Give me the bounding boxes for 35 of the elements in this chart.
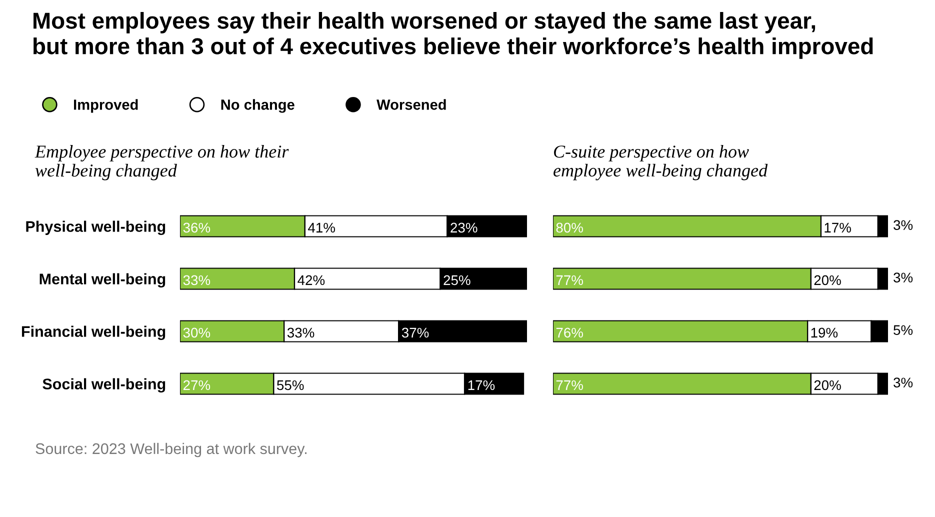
data-label: 20% xyxy=(814,380,841,390)
data-label: 33% xyxy=(287,328,314,338)
source-note: Source: 2023 Well-being at work survey. xyxy=(36,442,306,458)
chart-title: C-suite perspective on how employee well-being changed xyxy=(554,145,768,180)
data-label: 17% xyxy=(824,222,851,233)
data-label: 5% xyxy=(894,325,913,335)
data-label: 77% xyxy=(556,380,583,390)
data-label: 30% xyxy=(183,328,210,338)
legend-label: No change xyxy=(221,99,294,113)
data-label: 41% xyxy=(308,222,335,233)
data-label: 3% xyxy=(894,272,913,282)
data-label: 80% xyxy=(556,222,583,233)
y-tick-label: Physical well-being xyxy=(26,220,166,236)
data-label: 3% xyxy=(894,378,913,388)
data-label: 37% xyxy=(402,328,429,338)
chart-subtitle: Employee perspective on how their well-being changed xyxy=(34,145,289,180)
y-tick-label: Mental well-being xyxy=(40,273,166,288)
data-label: 23% xyxy=(450,222,478,233)
data-label: 42% xyxy=(298,275,325,286)
data-label: 33% xyxy=(183,275,210,286)
legend-label: Worsened xyxy=(376,99,446,110)
data-label: 55% xyxy=(277,380,304,390)
data-label: 25% xyxy=(444,275,470,286)
data-label: 19% xyxy=(811,328,838,338)
legend-label: Improved xyxy=(74,99,138,113)
y-tick-label: Social well-being xyxy=(42,378,166,393)
data-label: 36% xyxy=(183,222,210,233)
data-label: 76% xyxy=(556,328,583,338)
data-label: 3% xyxy=(894,220,913,230)
data-label: 17% xyxy=(468,380,495,390)
data-label: 27% xyxy=(183,380,210,390)
chart-title: Most employees say their health worsened or stayed the same last year, but more than 3 out of 4 executives believe their workforce’s health improved xyxy=(34,12,873,59)
data-label: 20% xyxy=(814,275,841,286)
y-tick-label: Financial well-being xyxy=(22,326,166,340)
data-label: 77% xyxy=(556,275,583,286)
